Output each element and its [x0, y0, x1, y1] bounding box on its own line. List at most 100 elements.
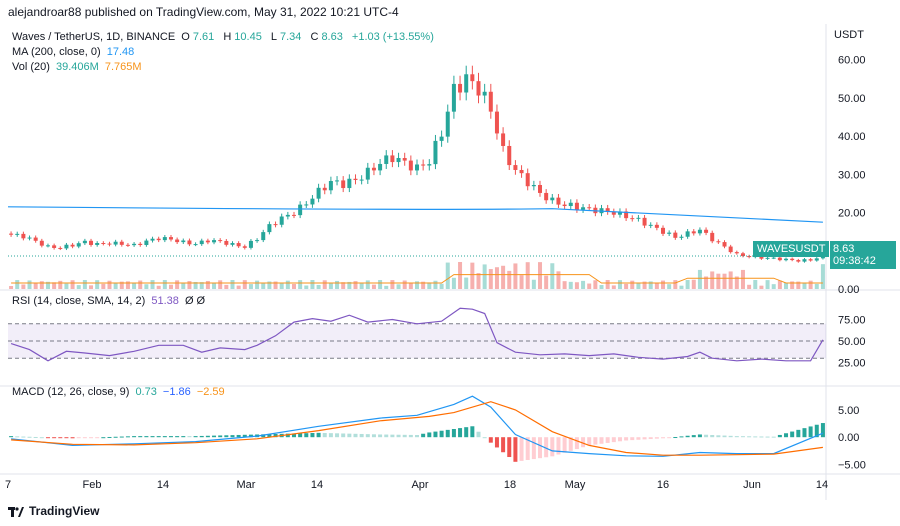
macd-histogram-bar	[162, 436, 167, 438]
volume-bar	[261, 282, 266, 289]
volume-ma-line	[11, 274, 823, 284]
volume-bar	[685, 280, 690, 289]
macd-histogram-bar	[574, 437, 579, 450]
volume-bar	[310, 280, 315, 289]
macd-histogram-bar	[328, 433, 333, 438]
volume-bar	[624, 283, 629, 289]
footer-brand-label: TradingView	[29, 504, 100, 518]
candle-body	[784, 258, 789, 261]
macd-histogram-bar	[125, 436, 130, 438]
volume-bar	[605, 280, 610, 289]
time-tick-label: 14	[311, 479, 323, 491]
candle-body	[624, 211, 629, 219]
footer-brand[interactable]: TradingView	[8, 504, 99, 518]
time-tick-label: Jun	[743, 479, 761, 491]
macd-histogram-bar	[562, 437, 567, 453]
candle-body	[427, 164, 432, 166]
volume-bar	[765, 280, 770, 289]
macd-histogram-bar	[52, 437, 57, 439]
volume-bar	[322, 280, 327, 289]
candle-body	[451, 83, 456, 112]
macd-histogram-bar	[458, 428, 463, 438]
price-tick-label: 30.00	[838, 169, 866, 181]
macd-histogram-bar	[494, 437, 499, 448]
tradingview-logo-icon	[8, 506, 24, 517]
candle-body	[242, 246, 247, 248]
candle-body	[458, 83, 463, 93]
macd-histogram-bar	[199, 435, 204, 438]
macd-histogram-bar	[248, 434, 253, 438]
candle-body	[433, 140, 438, 165]
volume-bar	[21, 284, 26, 289]
volume-bar	[76, 285, 81, 289]
volume-bar	[168, 284, 173, 289]
macd-histogram-bar	[273, 433, 278, 438]
macd-histogram-bar	[408, 434, 413, 438]
macd-histogram-bar	[488, 437, 493, 443]
volume-bar	[784, 282, 789, 289]
candle-body	[261, 232, 266, 241]
volume-bar	[328, 283, 333, 289]
volume-bar	[341, 282, 346, 289]
volume-bar	[704, 276, 709, 289]
macd-histogram-bar	[64, 437, 69, 439]
candle-body	[630, 218, 635, 220]
volume-bar	[218, 280, 223, 289]
volume-bar	[125, 281, 130, 289]
volume-bar	[470, 262, 475, 289]
candle-body	[187, 240, 192, 245]
candle-body	[181, 240, 186, 243]
macd-histogram-bar	[507, 437, 512, 458]
macd-histogram-bar	[298, 433, 303, 438]
volume-bar	[378, 280, 383, 289]
macd-histogram-bar	[365, 434, 370, 438]
candle-body	[107, 243, 112, 245]
volume-bar	[574, 282, 579, 289]
candle-body	[341, 180, 346, 189]
candle-body	[476, 81, 481, 96]
volume-bar	[291, 284, 296, 289]
candle-body	[347, 178, 352, 189]
signal-value: −1.86	[162, 386, 191, 398]
macd-histogram-bar	[205, 435, 210, 438]
candle-body	[193, 244, 198, 246]
macd-histogram-bar	[593, 437, 598, 445]
volume-bar	[445, 262, 450, 289]
volume-bar	[433, 280, 438, 289]
candle-body	[790, 258, 795, 261]
volume-bar	[636, 282, 641, 289]
macd-histogram-bar	[119, 436, 124, 438]
macd-histogram-bar	[476, 431, 481, 438]
macd-histogram-bar	[747, 436, 752, 438]
macd-histogram-bar	[310, 432, 315, 438]
volume-bar	[39, 281, 44, 289]
macd-histogram-bar	[181, 436, 186, 438]
volume-bar	[796, 281, 801, 289]
candle-body	[538, 185, 543, 193]
macd-histogram-bar	[421, 433, 426, 438]
volume-bar	[593, 280, 598, 289]
candle-body	[470, 74, 475, 82]
macd-histogram-bar	[224, 435, 229, 438]
volume-bar	[248, 284, 253, 289]
candle-body	[95, 243, 100, 245]
macd-histogram-bar	[76, 437, 81, 439]
macd-histogram-bar	[544, 437, 549, 458]
macd-histogram-bar	[378, 434, 383, 438]
candle-body	[611, 211, 616, 215]
macd-histogram-bar	[550, 437, 555, 457]
macd-histogram-bar	[39, 437, 44, 439]
candle-body	[704, 229, 709, 233]
candle-body	[162, 237, 167, 241]
volume-bar	[353, 281, 358, 289]
high-value: 10.45	[234, 31, 262, 43]
rsi-tick-label: 50.00	[838, 336, 866, 348]
macd-histogram-bar	[734, 436, 739, 438]
candle-body	[310, 198, 315, 205]
candle-body	[304, 204, 309, 206]
candle-body	[802, 259, 807, 262]
macd-histogram-bar	[291, 433, 296, 438]
macd-histogram-bar	[642, 437, 647, 440]
chart-svg[interactable]: USDT60.0050.0040.0030.0020.0010.000.0075…	[0, 24, 900, 500]
macd-histogram-bar	[285, 433, 290, 438]
